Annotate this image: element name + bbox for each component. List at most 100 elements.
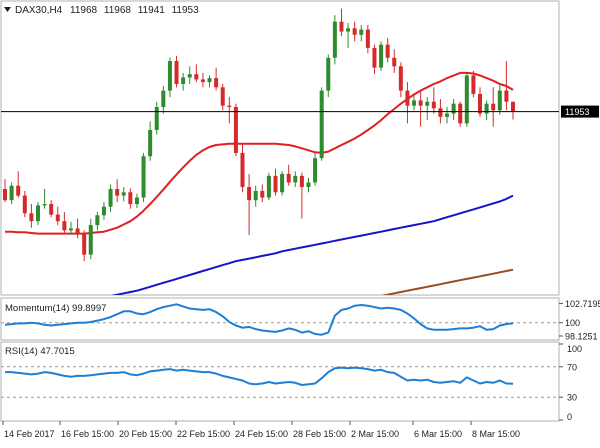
candle-body <box>101 206 106 216</box>
candle-body <box>194 74 199 80</box>
candle-body <box>504 90 509 102</box>
candle-body <box>464 75 469 124</box>
rsi-line <box>5 366 514 386</box>
candle-body <box>16 185 21 196</box>
candle-body <box>445 113 450 117</box>
candle-body <box>379 44 384 68</box>
candle-body <box>286 173 291 183</box>
candle-body <box>260 190 265 198</box>
candle-body <box>214 78 219 88</box>
price-panel-frame <box>0 0 560 296</box>
candle-body <box>266 175 271 198</box>
candle-body <box>418 100 423 106</box>
time-tick-label: 24 Feb 15:00 <box>235 429 288 439</box>
momentum-panel-frame <box>0 297 560 341</box>
chart-title: DAX30,H4 11968 11968 11941 11953 <box>15 5 199 16</box>
candle-body <box>62 221 67 231</box>
candle-body <box>299 175 304 188</box>
time-tick-label: 14 Feb 2017 <box>4 429 55 439</box>
candle-body <box>29 213 34 222</box>
candle-body <box>9 185 14 201</box>
candle-body <box>115 189 120 196</box>
candle-body <box>405 90 410 106</box>
candle-body <box>108 189 113 207</box>
candle-body <box>42 204 47 206</box>
rsi-panel-frame <box>0 341 560 422</box>
candle-body <box>332 21 337 58</box>
candle-body <box>68 228 73 231</box>
candle-body <box>385 44 390 58</box>
candle-body <box>187 74 192 78</box>
candle-body <box>352 28 357 35</box>
current-price-label: 11953 <box>565 107 589 117</box>
time-tick-label: 28 Feb 15:00 <box>293 429 346 439</box>
momentum-line <box>4 303 514 336</box>
candle-body <box>471 75 476 94</box>
candle-body <box>458 103 463 124</box>
rsi-tick-label: 70 <box>567 362 577 372</box>
time-tick-label: 22 Feb 15:00 <box>177 429 230 439</box>
momentum-tick-label: 98.1251 <box>565 331 598 341</box>
candle-body <box>22 195 27 214</box>
current-price-box <box>561 105 599 118</box>
candle-body <box>49 204 54 215</box>
chart-collapse-icon[interactable] <box>4 7 11 12</box>
candle-body <box>174 61 179 85</box>
time-tick-label: 8 Mar 15:00 <box>472 429 520 439</box>
candle-body <box>88 225 93 255</box>
candle-body <box>431 101 436 109</box>
candle-body <box>253 190 258 201</box>
candle-body <box>154 106 159 130</box>
candle-body <box>55 214 60 222</box>
candle-body <box>438 108 443 117</box>
rsi-tick-label: 100 <box>567 344 582 354</box>
candle-body <box>3 189 7 201</box>
candle-body <box>148 129 153 157</box>
candle-body <box>247 187 252 201</box>
time-tick-label: 6 Mar 15:00 <box>414 429 462 439</box>
candle-body <box>306 182 311 188</box>
candle-body <box>220 87 225 106</box>
candle-body <box>134 197 139 205</box>
candle-body <box>200 79 205 83</box>
candle-body <box>372 47 377 68</box>
price-panel: 1168611731117761182611871119211196612016… <box>1 8 559 295</box>
candle-body <box>273 175 278 193</box>
candle-body <box>167 61 172 91</box>
momentum-panel: 102.7195 100 98.1251 <box>1 299 600 341</box>
rsi-panel: 100 70 30 0 <box>1 343 582 422</box>
candle-body <box>313 158 318 183</box>
sma-brown-line <box>381 268 514 295</box>
candle-body <box>491 103 496 111</box>
candle-body <box>233 106 238 153</box>
time-tick-label: 16 Feb 15:00 <box>61 429 114 439</box>
candle-body <box>82 232 87 255</box>
candle-body <box>497 90 502 111</box>
candle-body <box>484 103 489 114</box>
candle-body <box>240 152 245 188</box>
candle-body <box>75 228 80 233</box>
candle-body <box>412 100 417 106</box>
momentum-tick-label: 102.7195 <box>565 299 600 309</box>
candle-body <box>478 93 483 114</box>
candle-body <box>280 173 285 193</box>
candle-body <box>451 103 456 114</box>
candle-body <box>293 175 298 183</box>
candle-body <box>181 77 186 85</box>
candle-body <box>121 192 126 196</box>
momentum-label: Momentum(14) 99.8997 <box>5 303 106 314</box>
rsi-tick-label: 30 <box>567 393 577 403</box>
sma-blue-line <box>110 194 514 295</box>
candle-body <box>326 57 331 91</box>
time-tick-label: 2 Mar 15:00 <box>351 429 399 439</box>
candle-body <box>207 78 212 83</box>
rsi-tick-label: 0 <box>567 412 572 422</box>
candle-body <box>339 21 344 32</box>
rsi-label: RSI(14) 47.7015 <box>5 346 75 357</box>
candle-body <box>365 29 370 48</box>
candle-body <box>346 28 351 32</box>
candle-body <box>35 205 40 222</box>
